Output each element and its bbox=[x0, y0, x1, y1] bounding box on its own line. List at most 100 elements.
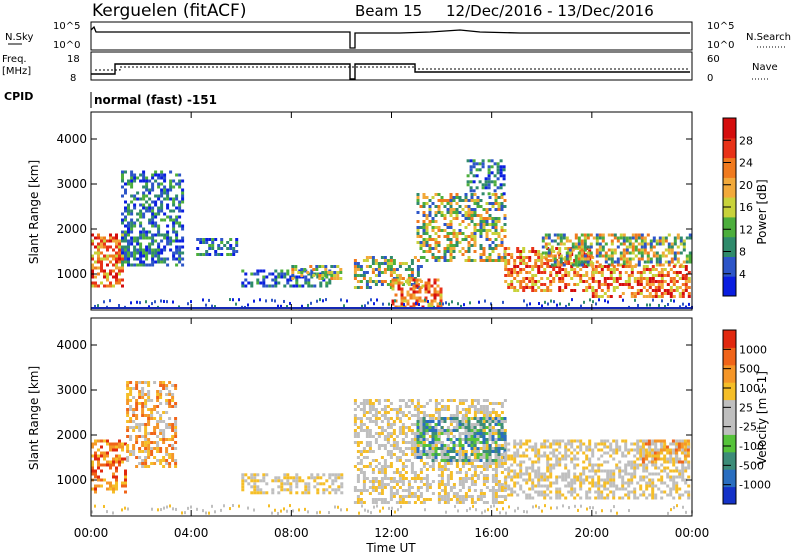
heatmap-cell-0-1440 bbox=[540, 283, 544, 286]
heatmap-cell-1-282 bbox=[159, 396, 163, 399]
heatmap-cell-0-321 bbox=[151, 257, 155, 261]
heatmap-cell-1-1004 bbox=[437, 480, 441, 483]
heatmap-cell-1-919 bbox=[422, 411, 426, 414]
heatmap-cell-1-2130 bbox=[618, 472, 622, 476]
heatmap-cell-1-2407 bbox=[647, 439, 651, 443]
station-title: Kerguelen (fitACF) bbox=[92, 1, 246, 21]
heatmap-cell-0-1016 bbox=[446, 238, 450, 241]
heatmap-cell-0-793 bbox=[419, 265, 423, 268]
heatmap-cell-1-631 bbox=[374, 501, 378, 504]
heatmap-cell-1-2054 bbox=[597, 487, 601, 491]
heatmap-cell-1-256 bbox=[153, 426, 157, 429]
heatmap-cell-1-2244 bbox=[648, 481, 652, 485]
heatmap-cell-1-736 bbox=[392, 453, 396, 456]
heatmap-cell-1-366 bbox=[174, 465, 178, 468]
heatmap-cell-1-199 bbox=[141, 462, 145, 465]
heatmap-cell-1-2402 bbox=[641, 460, 645, 464]
heatmap-cell-1-1308 bbox=[485, 411, 489, 414]
heatmap-cell-0-258 bbox=[142, 227, 146, 231]
heatmap-cell-0-1919 bbox=[597, 283, 601, 286]
heatmap-cell-1-1876 bbox=[549, 457, 553, 461]
heatmap-cell-0-665 bbox=[339, 268, 343, 271]
heatmap-cell-0-999 bbox=[443, 217, 447, 220]
heatmap-cell-0-2013 bbox=[645, 295, 649, 298]
heatmap-cell-1-681 bbox=[383, 465, 387, 468]
heatmap-cell-1-1576 bbox=[461, 447, 465, 450]
heatmap-cell-1-420 bbox=[283, 488, 287, 492]
heatmap-cell-0-284 bbox=[145, 263, 149, 267]
heatmap-cell-1-590 bbox=[368, 447, 372, 450]
heatmap-cell-0-146 bbox=[124, 230, 127, 234]
ground-scatter-0-2224 bbox=[670, 298, 672, 302]
heatmap-cell-0-490 bbox=[199, 241, 203, 244]
heatmap-cell-1-32 bbox=[100, 445, 103, 449]
heatmap-cell-1-634 bbox=[377, 411, 381, 414]
heatmap-cell-1-356 bbox=[174, 420, 178, 423]
heatmap-cell-1-2453 bbox=[680, 445, 684, 449]
heatmap-cell-1-2103 bbox=[612, 439, 616, 443]
heatmap-cell-0-1145 bbox=[479, 205, 483, 208]
heatmap-cell-1-1994 bbox=[582, 442, 586, 446]
heatmap-cell-1-1553 bbox=[452, 450, 456, 453]
heatmap-cell-0-1710 bbox=[601, 248, 605, 252]
heatmap-cell-1-868 bbox=[413, 471, 417, 474]
heatmap-cell-0-1205 bbox=[491, 259, 495, 262]
heatmap-cell-0-650 bbox=[324, 271, 328, 274]
heatmap-cell-1-827 bbox=[407, 459, 411, 462]
heatmap-cell-1-1163 bbox=[461, 501, 465, 504]
heatmap-cell-0-1346 bbox=[510, 253, 514, 256]
heatmap-cell-1-85 bbox=[115, 487, 118, 491]
heatmap-cell-0-1344 bbox=[507, 283, 511, 286]
heatmap-cell-0-974 bbox=[434, 256, 438, 259]
heatmap-cell-1-730 bbox=[392, 429, 396, 432]
heatmap-cell-1-2422 bbox=[656, 448, 660, 452]
heatmap-cell-1-1630 bbox=[479, 426, 483, 429]
heatmap-cell-0-1212 bbox=[494, 220, 498, 223]
heatmap-cell-1-814 bbox=[404, 471, 408, 474]
heatmap-cell-1-402 bbox=[265, 482, 269, 486]
ground-scatter-0-2184 bbox=[460, 304, 462, 308]
colorbar-swatch-1-9 bbox=[723, 330, 736, 348]
heatmap-cell-1-123 bbox=[126, 444, 130, 447]
heatmap-cell-0-629 bbox=[294, 268, 298, 271]
heatmap-cell-0-1739 bbox=[616, 257, 620, 261]
heatmap-cell-0-1723 bbox=[610, 239, 614, 243]
heatmap-cell-1-373 bbox=[244, 473, 248, 477]
heatmap-cell-0-56 bbox=[106, 254, 109, 258]
heatmap-cell-0-603 bbox=[310, 272, 314, 276]
ground-scatter-0-2189 bbox=[490, 302, 492, 306]
heatmap-cell-1-771 bbox=[398, 456, 402, 459]
heatmap-cell-1-1611 bbox=[473, 441, 477, 444]
heatmap-cell-0-1613 bbox=[559, 236, 563, 240]
heatmap-cell-0-256 bbox=[142, 212, 146, 216]
heatmap-cell-0-275 bbox=[145, 209, 149, 213]
heatmap-cell-0-810 bbox=[397, 287, 401, 291]
heatmap-cell-0-988 bbox=[437, 259, 441, 262]
heatmap-cell-0-520 bbox=[226, 253, 230, 256]
heatmap-cell-1-1407 bbox=[497, 501, 501, 504]
heatmap-cell-1-145 bbox=[132, 411, 136, 414]
heatmap-cell-0-664 bbox=[336, 277, 340, 280]
heatmap-cell-0-63 bbox=[109, 233, 112, 237]
ground-scatter-1-2510 bbox=[304, 507, 306, 511]
heatmap-cell-1-1091 bbox=[452, 414, 456, 417]
heatmap-cell-0-1461 bbox=[549, 274, 553, 277]
heatmap-cell-1-17 bbox=[94, 475, 97, 479]
heatmap-cell-0-1363 bbox=[516, 250, 520, 253]
heatmap-cell-1-1372 bbox=[494, 444, 498, 447]
ground-scatter-1-2523 bbox=[370, 511, 372, 515]
heatmap-cell-0-401 bbox=[166, 230, 170, 234]
heatmap-cell-1-1515 bbox=[437, 438, 441, 441]
heatmap-cell-0-114 bbox=[121, 257, 124, 261]
heatmap-cell-1-2025 bbox=[591, 448, 595, 452]
heatmap-cell-1-809 bbox=[404, 441, 408, 444]
heatmap-cell-1-613 bbox=[371, 501, 375, 504]
heatmap-cell-0-1663 bbox=[580, 257, 584, 261]
heatmap-cell-0-1007 bbox=[443, 259, 447, 262]
heatmap-cell-1-1201 bbox=[470, 399, 474, 402]
heatmap-cell-1-1666 bbox=[488, 453, 492, 456]
heatmap-cell-1-1325 bbox=[485, 486, 489, 489]
heatmap-cell-1-1688 bbox=[497, 438, 501, 441]
heatmap-cell-0-446 bbox=[175, 236, 179, 240]
